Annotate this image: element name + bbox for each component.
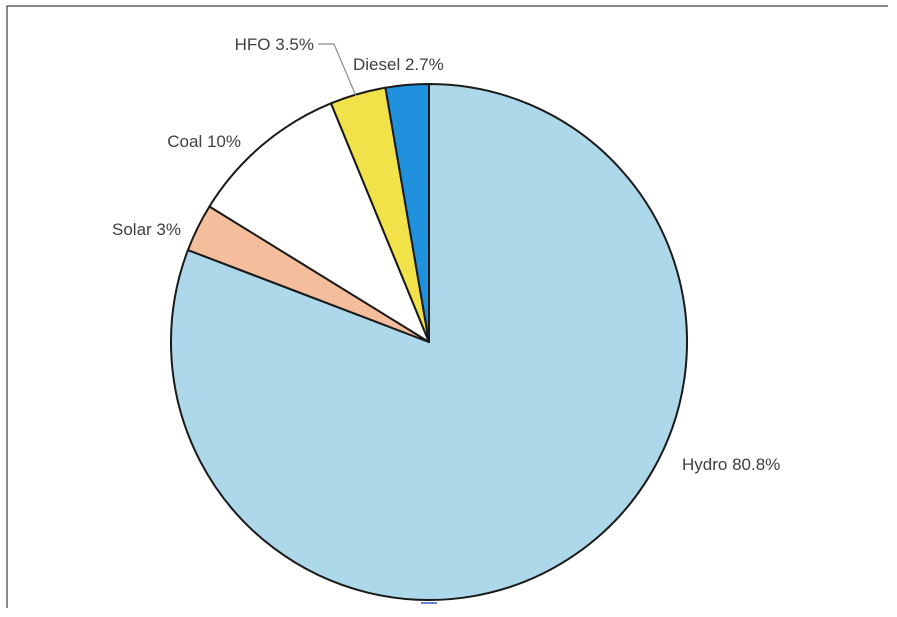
pie-slice-hydro xyxy=(169,83,688,601)
data-label-hydro: Hydro 80.8% xyxy=(682,455,780,474)
data-labels: Hydro 80.8% Solar 3% Coal 10% HFO 3.5% Diese… xyxy=(112,35,780,474)
pie-slices xyxy=(169,82,688,601)
chart-frame-border xyxy=(6,5,888,608)
data-label-hfo: HFO 3.5% xyxy=(235,35,314,54)
data-label-coal: Coal 10% xyxy=(167,132,241,151)
data-label-solar: Solar 3% xyxy=(112,220,181,239)
leader-lines xyxy=(318,43,357,97)
leader-line-hfo xyxy=(318,43,357,97)
pie-slice-coal xyxy=(208,102,430,343)
pie-slice-diesel xyxy=(384,82,430,343)
data-label-diesel: Diesel 2.7% xyxy=(353,55,444,74)
